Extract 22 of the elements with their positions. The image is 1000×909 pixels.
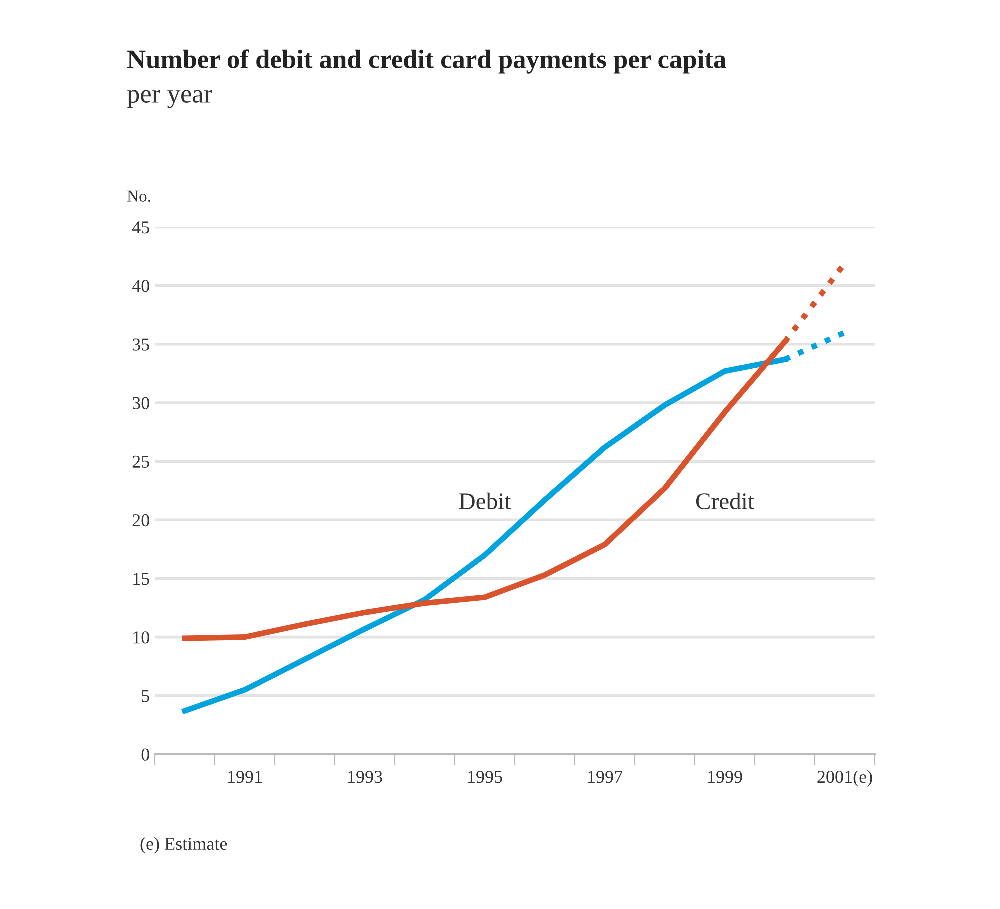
chart-subtitle: per year xyxy=(127,90,212,108)
y-tick-label: 5 xyxy=(142,690,150,702)
y-tick-label: 20 xyxy=(132,514,150,527)
y-axis-title: No. xyxy=(127,190,150,202)
x-tick-label: 1999 xyxy=(708,771,742,784)
y-tick-label: 35 xyxy=(132,338,150,351)
y-tick-label: 45 xyxy=(132,222,150,234)
text: (e) Estimate xyxy=(140,837,228,854)
y-tick-label: 25 xyxy=(132,456,150,468)
series-label: Debit xyxy=(459,492,512,510)
y-tick-label: 40 xyxy=(132,280,150,292)
y-tick-label: 30 xyxy=(132,397,150,410)
x-tick-label: 1995 xyxy=(468,771,502,784)
y-tick-label: 10 xyxy=(134,632,150,644)
x-tick-label: 2001(e) xyxy=(818,770,872,787)
x-tick-label: 1997 xyxy=(588,771,623,784)
x-tick-label: 1993 xyxy=(348,771,382,784)
y-tick-label: 15 xyxy=(134,573,150,586)
series-label: Credit xyxy=(696,492,754,510)
chart-title: Number of debit and credit card payments per capita xyxy=(128,50,726,74)
x-tick-label: 1991 xyxy=(228,771,262,784)
y-tick-label: 0 xyxy=(142,748,150,761)
